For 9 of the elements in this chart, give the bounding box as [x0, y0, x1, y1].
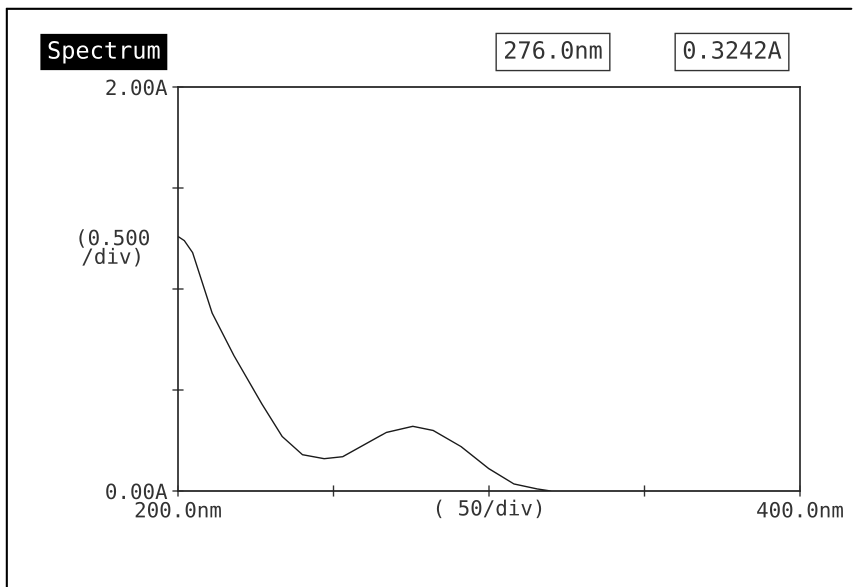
chart-title: Spectrum: [48, 41, 160, 64]
x-axis-title: ( 50/div): [436, 500, 542, 518]
y-tick-label: 0.00A: [106, 484, 168, 500]
x-tick-label: 400.0nm: [757, 502, 843, 518]
y-tick-label: 2.00A: [106, 80, 168, 96]
text: 276.0nm: [505, 41, 602, 59]
y-axis-title: (0.500 /div): [79, 229, 149, 266]
x-tick-label: 200.0nm: [136, 502, 221, 518]
text: 0.3242A: [684, 41, 782, 59]
